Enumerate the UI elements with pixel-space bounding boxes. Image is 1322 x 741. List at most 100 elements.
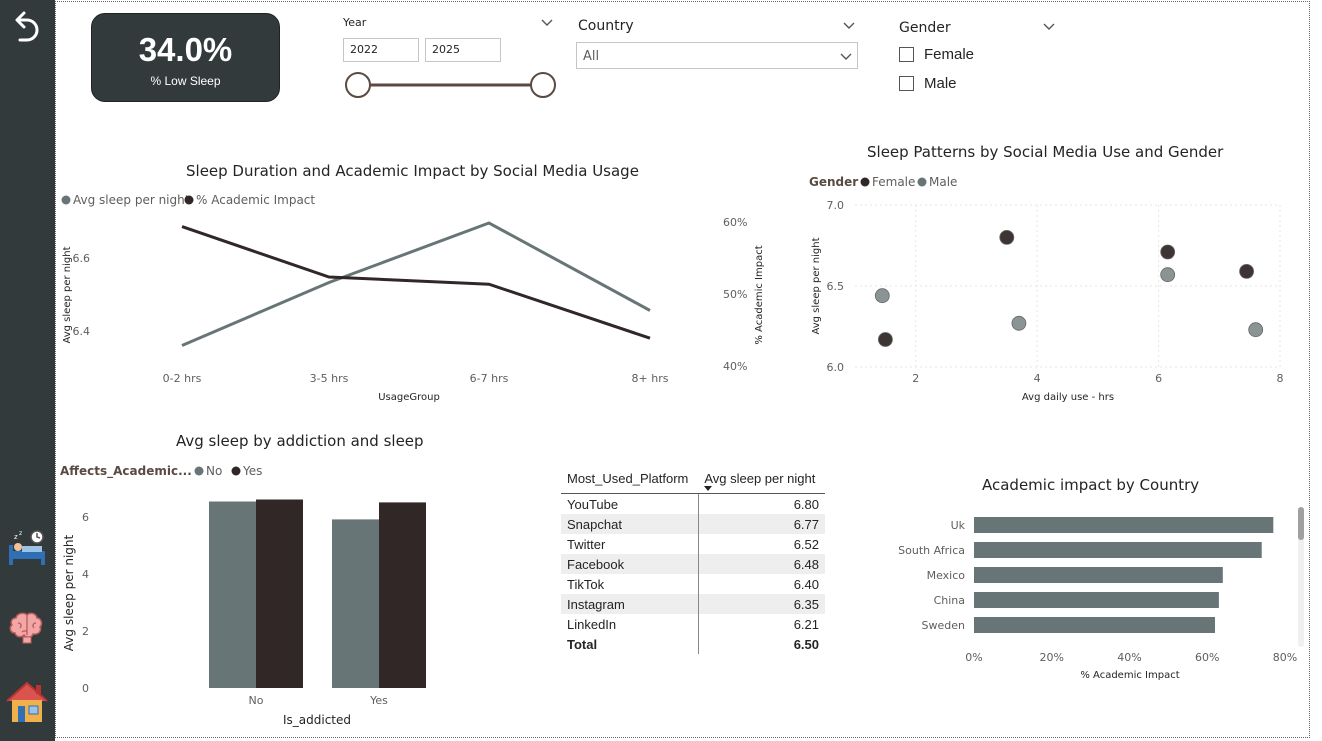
bar-yes-yes[interactable] — [379, 502, 426, 688]
table-header-sorted[interactable]: Avg sleep per night — [698, 463, 825, 494]
svg-text:z: z — [14, 533, 18, 541]
x-axis-label: % Academic Impact — [1080, 670, 1179, 681]
bar-yes-no[interactable] — [332, 519, 379, 688]
svg-text:z: z — [19, 530, 22, 537]
platform-cell: TikTok — [567, 576, 605, 592]
hbar-chart-title: Academic impact by Country — [982, 476, 1200, 494]
y-tick-label: South Africa — [898, 544, 965, 557]
legend-label: Avg sleep per night — [73, 193, 190, 207]
scrollbar-track[interactable] — [1298, 507, 1304, 647]
gender-option-female[interactable]: Female — [899, 46, 974, 63]
table-row[interactable]: Instagram 6.35 — [561, 594, 825, 614]
bar-mexico[interactable] — [974, 567, 1223, 583]
series-line-academic-impact[interactable] — [181, 225, 651, 340]
platform-cell: Snapchat — [561, 514, 699, 534]
scatter-point-female[interactable] — [1160, 244, 1176, 260]
year-slicer-title: Year — [343, 16, 367, 29]
series-line-avg-sleep[interactable] — [181, 221, 651, 347]
y-axis-label: Avg sleep per night — [62, 246, 73, 343]
year-end-input[interactable]: 2025 — [425, 38, 501, 62]
scatter-point-male[interactable] — [1011, 315, 1027, 331]
x-axis-label: UsageGroup — [378, 392, 440, 403]
table-row[interactable]: YouTube 6.80 — [561, 493, 825, 514]
scatter-point-female[interactable] — [1239, 264, 1255, 279]
legend-label: Male — [929, 175, 957, 189]
table-row[interactable]: Twitter 6.52 — [561, 534, 825, 554]
legend-label: Female — [872, 175, 915, 189]
bar-china[interactable] — [974, 592, 1219, 608]
platform-cell: YouTube — [567, 496, 619, 512]
sort-desc-icon — [704, 486, 713, 491]
brain-page-button[interactable] — [2, 600, 52, 650]
value-cell: 6.48 — [697, 554, 825, 574]
country-dropdown[interactable]: All — [576, 42, 858, 69]
y-tick-label: Mexico — [927, 569, 966, 582]
total-value: 6.50 — [697, 634, 825, 654]
chevron-down-icon — [840, 53, 852, 60]
scatter-point-female[interactable] — [878, 332, 893, 347]
y-tick-label: 2 — [82, 625, 89, 638]
sleep-page-button[interactable]: z z — [2, 523, 52, 573]
gender-option-label: Male — [924, 75, 957, 92]
x-tick-label: 4 — [1034, 372, 1041, 385]
legend-marker — [231, 466, 241, 476]
brain-icon — [9, 612, 43, 644]
scatter-point-female[interactable] — [999, 230, 1015, 245]
x-tick-label: 80% — [1273, 651, 1297, 664]
chevron-down-icon[interactable] — [1042, 21, 1056, 31]
bar-south-africa[interactable] — [974, 542, 1262, 558]
y-axis-label: Avg sleep per night — [62, 534, 76, 651]
bar-chart: Affects_Academic... No Yes Avg sleep per… — [60, 464, 426, 727]
scatter-chart-title: Sleep Patterns by Social Media Use and G… — [867, 143, 1224, 161]
year-range-slider[interactable] — [343, 70, 559, 100]
line-chart: Avg sleep per night % Academic Impact 6.… — [61, 193, 765, 403]
slider-start-handle[interactable] — [345, 72, 371, 98]
y-tick-label: 6.6 — [73, 252, 91, 265]
x-tick-label: 2 — [912, 372, 919, 385]
hbar-chart: % Academic Impact 0% 20% 40% 60% 80% Uk South … — [898, 507, 1304, 681]
legend-label: Yes — [242, 464, 262, 478]
checkbox[interactable] — [899, 76, 914, 91]
x-tick-label: 0-2 hrs — [163, 372, 202, 385]
gender-option-male[interactable]: Male — [899, 75, 957, 92]
back-arrow-icon — [15, 11, 39, 42]
sidebar: z z — [0, 0, 55, 741]
table-header[interactable]: Most_Used_Platform — [561, 463, 699, 494]
x-tick-label: 8+ hrs — [632, 372, 669, 385]
scatter-point-male[interactable] — [1160, 267, 1176, 283]
x-axis-label: Avg daily use - hrs — [1022, 392, 1114, 403]
bar-no-yes[interactable] — [256, 499, 303, 689]
slider-end-handle[interactable] — [530, 72, 556, 98]
x-tick-label: Yes — [369, 694, 388, 707]
chevron-down-icon[interactable] — [540, 17, 554, 27]
value-cell: 6.52 — [697, 534, 825, 554]
home-page-button[interactable] — [2, 677, 52, 727]
scatter-point-male[interactable] — [874, 288, 890, 304]
x-tick-label: No — [249, 694, 264, 707]
legend-marker — [860, 177, 870, 187]
back-button[interactable] — [2, 0, 52, 50]
chevron-down-icon[interactable] — [842, 20, 856, 30]
scrollbar-thumb[interactable] — [1298, 507, 1304, 540]
y-tick-label: China — [934, 594, 965, 607]
table-row[interactable]: TikTok 6.40 — [561, 574, 825, 594]
x-axis-label: Is_addicted — [283, 713, 351, 727]
y2-tick-label: 50% — [723, 288, 747, 301]
bar-sweden[interactable] — [974, 617, 1215, 633]
legend-title: Affects_Academic... — [60, 464, 192, 479]
legend-title: Gender — [809, 175, 858, 189]
checkbox[interactable] — [899, 47, 914, 62]
y-axis-label: Avg sleep per night — [811, 237, 822, 334]
value-cell: 6.80 — [697, 493, 825, 514]
bar-no-no[interactable] — [209, 501, 256, 689]
year-start-input[interactable]: 2022 — [343, 38, 419, 62]
table-row[interactable]: LinkedIn 6.21 — [561, 614, 825, 634]
bar-uk[interactable] — [974, 517, 1274, 533]
person-sleeping-bed-icon: z z — [9, 530, 45, 565]
table-row[interactable]: Facebook 6.48 — [561, 554, 825, 574]
scatter-point-male[interactable] — [1248, 322, 1264, 338]
x-tick-label: 3-5 hrs — [310, 372, 349, 385]
table-row[interactable]: Snapchat 6.77 — [561, 514, 825, 534]
value-cell: 6.77 — [697, 514, 825, 534]
x-tick-label: 6 — [1155, 372, 1162, 385]
